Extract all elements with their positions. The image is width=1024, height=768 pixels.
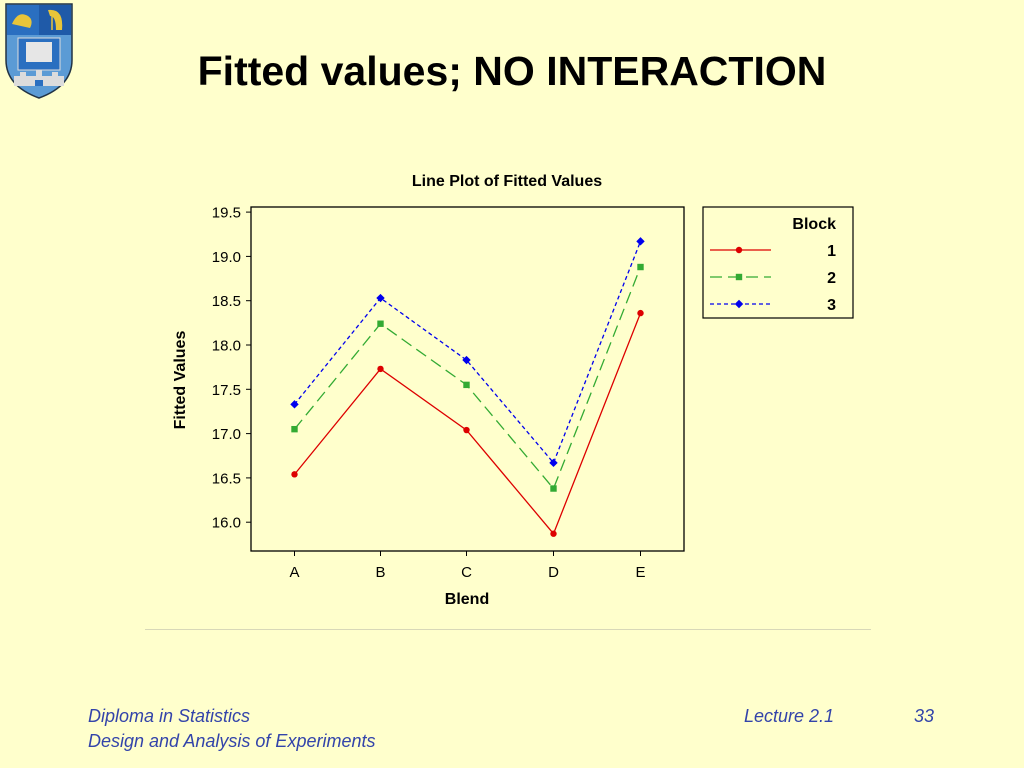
legend-marker xyxy=(734,299,744,309)
y-tick-label: 16.5 xyxy=(212,470,241,487)
x-tick-label: B xyxy=(375,564,385,581)
legend-entry-2: 2 xyxy=(710,270,836,287)
legend-box xyxy=(702,206,854,319)
footer-page-number: 33 xyxy=(914,706,935,726)
data-point xyxy=(637,309,644,317)
y-tick-label: 18.0 xyxy=(212,338,241,355)
series-block-3 xyxy=(290,237,645,468)
y-tick-label: 19.5 xyxy=(212,205,241,222)
data-point xyxy=(637,263,644,271)
data-point xyxy=(377,320,384,327)
x-axis: A B C D E xyxy=(289,551,646,581)
footer-lecture: Lecture 2.1 xyxy=(744,706,835,726)
y-tick-label: 18.5 xyxy=(212,293,241,310)
y-tick-label: 19.0 xyxy=(212,249,241,266)
x-tick-label: D xyxy=(548,564,559,581)
data-point xyxy=(290,400,299,409)
y-tick-label: 17.0 xyxy=(212,426,241,443)
legend-marker xyxy=(735,273,743,281)
x-axis-label: Blend xyxy=(445,591,489,608)
data-point xyxy=(462,355,471,365)
data-point xyxy=(463,381,470,389)
legend-title: Block xyxy=(792,216,836,233)
footer-module: Design and Analysis of Experiments xyxy=(88,731,376,751)
x-tick-label: C xyxy=(461,564,472,581)
data-point xyxy=(291,425,298,433)
series-block-1 xyxy=(291,309,644,537)
y-tick-label: 17.5 xyxy=(212,382,241,399)
line-chart: Line Plot of Fitted Values 16.016.517.01… xyxy=(172,173,854,608)
legend-label: 3 xyxy=(827,297,836,314)
data-point xyxy=(549,458,558,468)
college-crest-logo xyxy=(5,3,73,99)
data-point xyxy=(377,365,384,373)
legend: Block 1 2 3 xyxy=(702,206,854,319)
y-tick-label: 16.0 xyxy=(212,515,241,532)
data-point xyxy=(550,485,557,492)
y-axis-label: Fitted Values xyxy=(172,331,189,430)
legend-marker xyxy=(735,246,743,254)
x-tick-label: E xyxy=(635,564,645,581)
legend-label: 2 xyxy=(827,270,836,287)
chart-panel: Line Plot of Fitted Values 16.0 16.5 17.0 1… xyxy=(145,145,871,630)
data-point xyxy=(463,426,470,434)
series-line xyxy=(293,241,642,465)
series-layer xyxy=(290,237,645,537)
legend-entry-3: 3 xyxy=(710,297,836,314)
data-point xyxy=(636,237,645,246)
legend-label: 1 xyxy=(827,243,836,260)
series-line xyxy=(293,312,642,535)
legend-entry-1: 1 xyxy=(710,243,836,260)
y-axis: 16.0 16.5 17.0 17.5 18.0 18.5 19.0 19.5 xyxy=(212,205,251,532)
data-point xyxy=(550,530,557,537)
series-block-2 xyxy=(291,263,644,492)
data-point xyxy=(376,293,385,303)
slide-title: Fitted values; NO INTERACTION xyxy=(197,48,827,94)
series-line xyxy=(293,266,642,490)
chart-title: Line Plot of Fitted Values xyxy=(412,173,602,190)
x-tick-label: A xyxy=(289,564,299,581)
plot-area xyxy=(250,206,685,552)
footer-course: Diploma in Statistics xyxy=(88,706,251,726)
data-point xyxy=(291,471,298,478)
